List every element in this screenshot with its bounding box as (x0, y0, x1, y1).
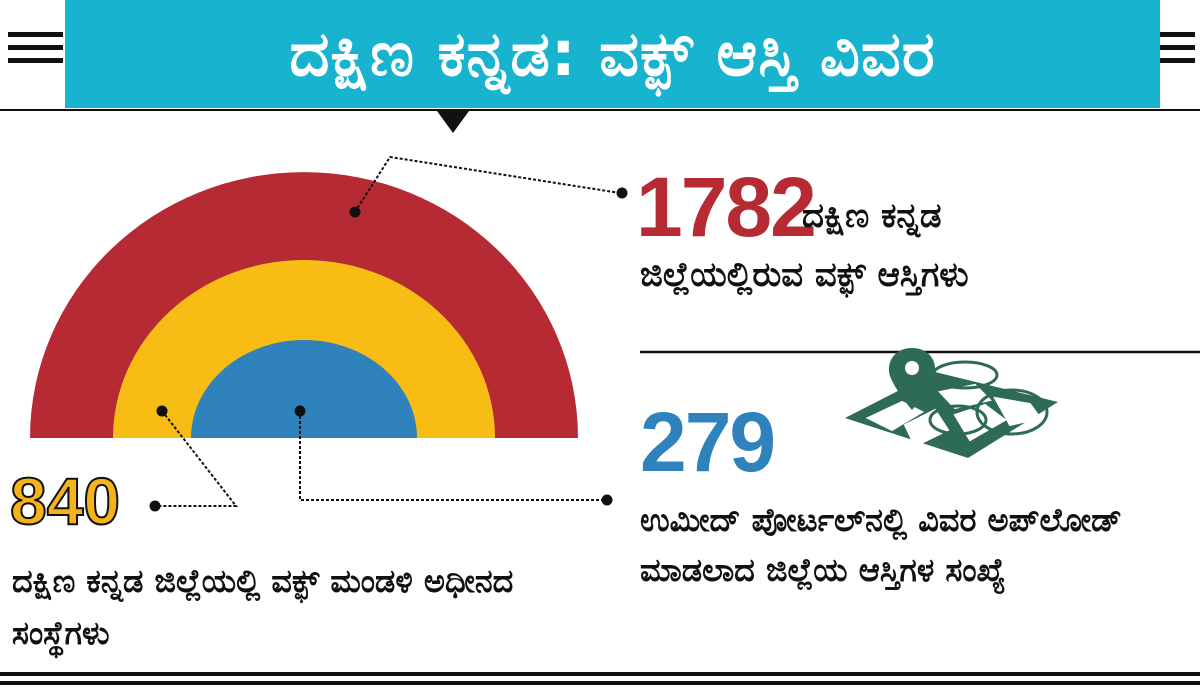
title-pointer (437, 111, 469, 133)
map-pin-icon (845, 348, 1058, 458)
marker-dot-blue (294, 405, 306, 417)
marker-dot-red-end (616, 187, 628, 199)
total-properties-caption-line2: ಜಿಲ್ಲೆಯಲ್ಲಿರುವ ವಕ್ಫ್ ಆಸ್ತಿಗಳು (640, 255, 969, 295)
total-properties-caption-line1: ದಕ್ಷಿಣ ಕನ್ನಡ (802, 196, 942, 236)
page-title: ದಕ್ಷಿಣ ಕನ್ನಡ: ವಕ್ಫ್ ಆಸ್ತಿ ವಿವರ (289, 17, 936, 90)
total-properties-count: 1782 (636, 160, 817, 254)
inner-arc-blue (191, 340, 417, 438)
left-decorative-lines (8, 32, 63, 71)
marker-dot-blue-end (601, 494, 613, 506)
uploaded-properties-count: 279 (640, 395, 776, 489)
board-institutions-caption: ದಕ್ಷಿಣ ಕನ್ನಡ ಜಿಲ್ಲೆಯಲ್ಲಿ ವಕ್ಫ್ ಮಂಡಳಿ ಅಧೀ… (12, 562, 514, 652)
title-underline (0, 109, 1200, 111)
marker-dot-yellow-end (149, 500, 161, 512)
board-institutions-count: 840 (9, 464, 121, 538)
right-decorative-lines (1140, 32, 1195, 71)
marker-dot-yellow (156, 405, 168, 417)
leader-line-blue (299, 411, 605, 501)
uploaded-properties-caption: ಉಮೀದ್ ಪೋರ್ಟಲ್‌ನಲ್ಲಿ ವಿವರ ಅಪ್‌ಲೋಡ್ ಮಾಡಲಾದ… (640, 501, 1122, 589)
leader-line-red (354, 155, 621, 213)
bottom-rules (0, 672, 1200, 690)
leader-line-yellow (157, 410, 239, 507)
title-banner: ದಕ್ಷಿಣ ಕನ್ನಡ: ವಕ್ಫ್ ಆಸ್ತಿ ವಿವರ (65, 0, 1160, 108)
marker-dot-red (349, 206, 361, 218)
